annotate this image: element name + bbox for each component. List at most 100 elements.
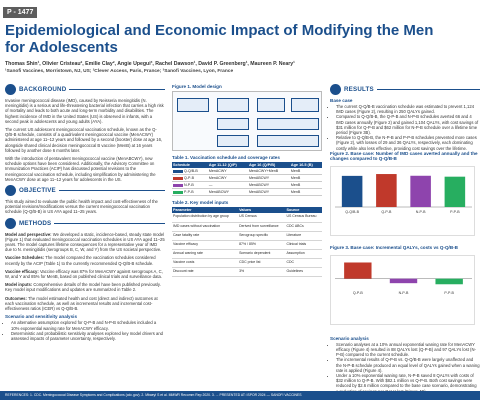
objective-title: OBJECTIVE <box>19 187 56 195</box>
table-row: Annual waning rate Scenario dependent Assu… <box>172 249 322 259</box>
table-cell: Population distribution by age group <box>172 213 239 223</box>
table-cell: CDC <box>285 258 322 268</box>
results-b2: Compared to Q-Q/B-B, the Q-P-B and N-P-B… <box>336 114 480 135</box>
table-cell: Derived from surveillance <box>238 222 286 232</box>
results-b4: Scenario analyses at a 10% annual expone… <box>336 342 480 358</box>
figure2-title: Figure 2. Base case: Number of IMD cases… <box>330 150 478 161</box>
results-b5: The incremental results of Q-P-B vs. Q-Q… <box>336 357 480 373</box>
table-row: Case fatality rate Serogroup specific Lite… <box>172 231 322 241</box>
methods-h4: Model inputs: <box>5 282 33 288</box>
table-cell: CDC price list <box>238 258 286 268</box>
background-p2: The current US adolescent meningococcal … <box>5 127 163 153</box>
table-row: Vaccine costs CDC price list CDC <box>172 258 322 268</box>
table-cell: MenB <box>289 174 322 182</box>
schedule-name: N-P-B <box>184 183 194 187</box>
incremental-qaly-chart: Q-P-B N-P-B P-P-B <box>330 254 475 325</box>
authors: Thomas Shin¹, Olivier Cristeau², Emilie … <box>5 61 295 67</box>
table-cell: N-P-B <box>172 181 208 189</box>
methods-model: Model and perspective: We developed a st… <box>5 232 165 253</box>
tick-label: N-P-B <box>416 210 426 214</box>
column-left: BACKGROUND Invasive meningococcal diseas… <box>5 84 165 341</box>
table-header-cell: Age 11-12 (Q/P) <box>207 162 248 168</box>
table-cell: MenB <box>289 181 322 189</box>
methods-b1: An alternative assumption explored for Q… <box>11 320 165 330</box>
table-row: Vaccine efficacy 87% / 85% Clinical trials <box>172 240 322 250</box>
table-row: P-P-B MenABCWY MenABCWY MenB <box>172 188 322 196</box>
series-swatch <box>173 176 183 180</box>
table-cell: MenACWY <box>207 174 248 182</box>
table-cell: MenABCWY <box>247 188 290 196</box>
table-header-cell: Age 16 (Q/P/B) <box>247 162 290 168</box>
methods-h6: Scenario and sensitivity analysis <box>5 314 78 320</box>
series-swatch <box>173 169 183 173</box>
methods-title: METHODS <box>19 219 52 227</box>
schedule-name: P-P-B <box>184 190 194 194</box>
tick-label: Q-P-B <box>381 210 392 214</box>
background-header: BACKGROUND <box>5 84 165 95</box>
table-row: Q-Q/B-B MenACWY MenACWY+MenB MenB <box>172 168 322 175</box>
table-cell: US Census Bureau <box>285 213 322 223</box>
table-cell: Scenario dependent <box>238 249 286 259</box>
diagram-box <box>217 118 249 130</box>
section-rule <box>376 89 480 90</box>
diagram-box <box>177 98 209 112</box>
table-cell: Literature <box>285 231 322 241</box>
methods-h2: Vaccine Schedules: <box>5 255 45 261</box>
bar <box>389 278 418 284</box>
table-cell: Vaccine efficacy <box>172 240 239 250</box>
table-cell: MenABCWY <box>247 181 290 189</box>
background-icon <box>5 84 16 95</box>
section-rule <box>58 190 165 192</box>
results-h1: Base case <box>330 98 353 103</box>
table-header-cell: Age 16.5 (B) <box>289 162 322 168</box>
background-title: BACKGROUND <box>19 86 67 93</box>
section-rule <box>54 222 165 224</box>
methods-h3: Vaccine efficacy: <box>5 268 39 274</box>
title-line-1: Epidemiological and Economic Impact of M… <box>5 22 434 39</box>
tick-label: P-P-B <box>450 210 460 214</box>
table-cell: Clinical trials <box>285 240 322 250</box>
table-header-cell: Parameter <box>172 207 239 213</box>
table-cell: MenACWY <box>207 168 248 175</box>
series-swatch <box>173 190 183 194</box>
table-header-cell: Values <box>238 207 286 213</box>
table-cell: MenB <box>289 168 322 175</box>
bar <box>435 278 463 285</box>
table-header-row: Parameter Values Source <box>172 207 322 213</box>
table-cell: CDC ABCs <box>285 222 322 232</box>
methods-bullets: An alternative assumption explored for Q… <box>5 320 165 341</box>
table-cell: MenABCWY <box>207 188 248 196</box>
methods-p5: The model estimated health and cost (dir… <box>5 295 158 312</box>
section-rule <box>69 89 165 90</box>
key-inputs-table: Parameter Values Source Population distr… <box>172 207 322 277</box>
objective-header: OBJECTIVE <box>5 185 165 197</box>
column-right: RESULTS Base case The current Q-Q/B-B va… <box>330 84 480 394</box>
results-b3: Relative to Q-Q/B-B, the N-P-B and P-P-B… <box>336 135 480 151</box>
table-cell: Vaccine costs <box>172 258 239 268</box>
bar <box>376 173 397 207</box>
background-p3: With the introduction of pentavalent men… <box>5 156 156 182</box>
results-b1: The current Q-Q/B-B vaccination schedule… <box>336 104 480 114</box>
table-cell: MenABCWY <box>247 174 290 182</box>
table-cell: Assumption <box>285 249 322 259</box>
background-p1: Invasive meningococcal disease (IMD), ca… <box>5 98 164 124</box>
tick-label: P-P-B <box>444 291 454 295</box>
diagram-box <box>291 98 319 112</box>
figure3-title: Figure 3. Base case: Incremental QALYs, … <box>330 244 458 250</box>
tick-label: Q-Q/B-B <box>345 210 359 214</box>
results-title: RESULTS <box>344 86 374 93</box>
diagram-box <box>257 135 319 147</box>
references-footer: REFERENCES: 1. CDC. Meningococcal Diseas… <box>0 391 480 400</box>
series-swatch <box>173 183 183 187</box>
title-line-2: for Adolescents <box>5 39 118 56</box>
table-cell: 87% / 85% <box>238 240 286 250</box>
table-cell: Case fatality rate <box>172 231 239 241</box>
table1-title: Table 1. Vaccination schedule and covera… <box>172 155 280 160</box>
results-header: RESULTS <box>330 84 480 95</box>
table-cell: Q-Q/B-B <box>172 168 208 175</box>
bar <box>344 262 372 279</box>
table-row: Q-P-B MenACWY MenABCWY MenB <box>172 174 322 182</box>
methods-schedules: Vaccine Schedules: The model compared th… <box>5 255 165 265</box>
methods-efficacy: Vaccine efficacy: Vaccine efficacy was 8… <box>5 269 165 279</box>
